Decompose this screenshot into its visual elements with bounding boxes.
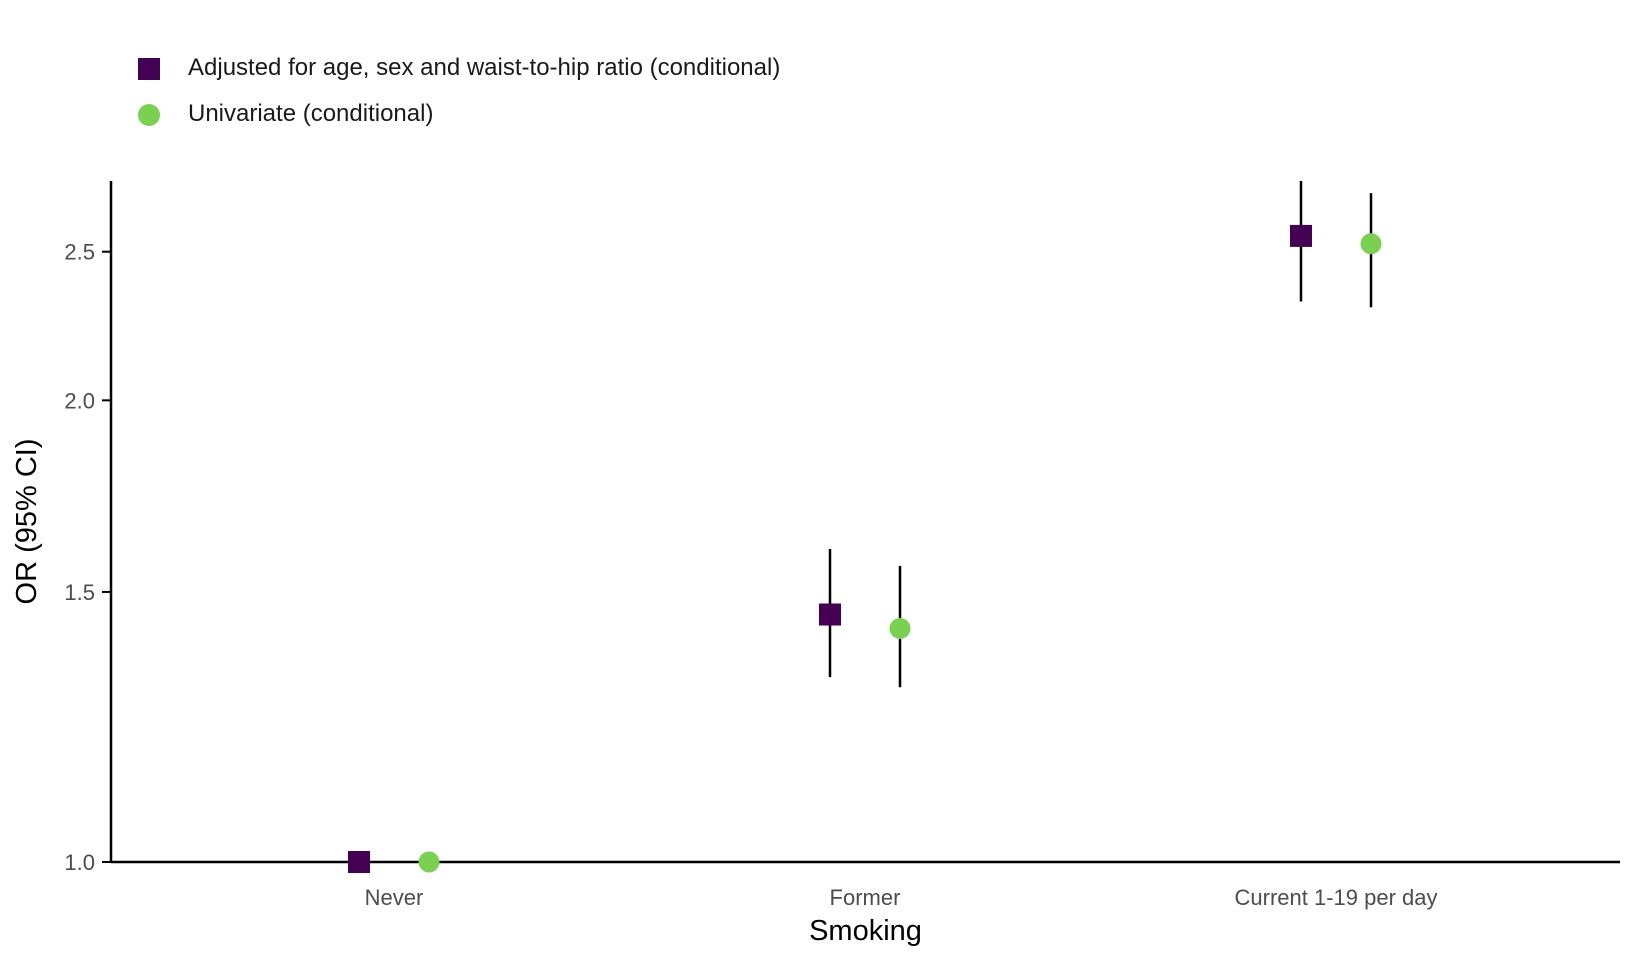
y-axis-label: OR (95% CI) [11, 439, 43, 605]
data-point-circle [1360, 233, 1382, 255]
y-tick-label: 2.5 [64, 240, 95, 265]
x-axis-label: Smoking [809, 915, 922, 947]
legend-circle-marker-icon [138, 104, 160, 126]
data-point-square [819, 603, 841, 626]
data-point-circle [418, 851, 440, 873]
data-point-square [1290, 224, 1312, 247]
y-tick-label: 2.0 [64, 388, 95, 413]
x-tick-label: Never [365, 885, 424, 910]
y-tick-label: 1.0 [64, 850, 95, 875]
legend-label-adjusted: Adjusted for age, sex and waist-to-hip r… [188, 54, 781, 81]
x-tick-label: Current 1-19 per day [1235, 885, 1438, 910]
data-point-square [348, 851, 370, 873]
x-tick-label: Former [830, 885, 901, 910]
y-tick-label: 1.5 [64, 580, 95, 605]
legend-label-univariate: Univariate (conditional) [188, 100, 434, 127]
legend-square-marker-icon [138, 58, 160, 80]
data-point-circle [889, 617, 911, 639]
